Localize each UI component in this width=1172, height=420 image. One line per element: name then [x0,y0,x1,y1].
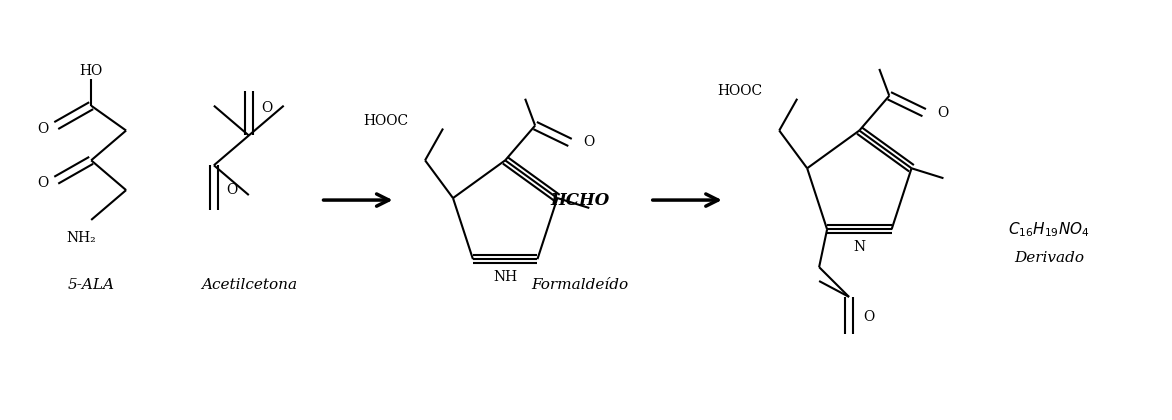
Text: O: O [38,176,49,190]
Text: Derivado: Derivado [1014,251,1084,265]
Text: O: O [261,101,272,115]
Text: O: O [38,121,49,136]
Text: HOOC: HOOC [363,113,408,128]
Text: O: O [226,183,238,197]
Text: HCHO: HCHO [551,192,609,209]
Text: NH₂: NH₂ [67,231,96,245]
Text: HOOC: HOOC [717,84,762,98]
Text: HO: HO [80,64,102,78]
Text: N: N [853,240,865,254]
Text: $C_{16}H_{19}NO_4$: $C_{16}H_{19}NO_4$ [1008,220,1090,239]
Text: O: O [864,310,874,324]
Text: O: O [938,106,948,120]
Text: O: O [582,135,594,150]
Text: Formaldeído: Formaldeído [531,278,628,291]
Text: 5-ALA: 5-ALA [68,278,115,291]
Text: Acetilcetona: Acetilcetona [200,278,297,291]
Text: NH: NH [493,270,517,284]
